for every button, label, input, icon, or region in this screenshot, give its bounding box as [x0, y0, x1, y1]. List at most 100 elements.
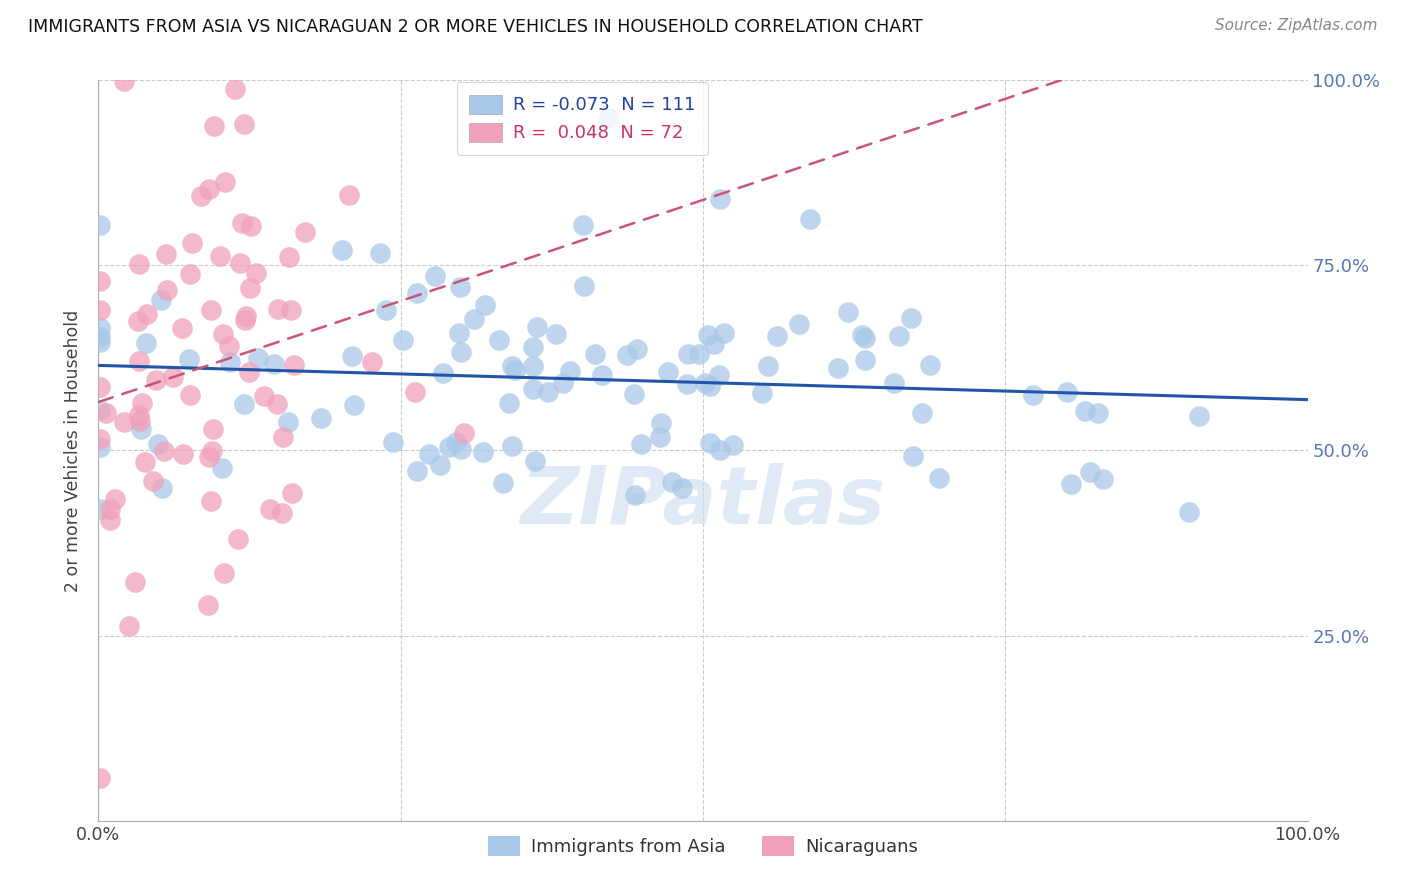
Legend: Immigrants from Asia, Nicaraguans: Immigrants from Asia, Nicaraguans — [481, 829, 925, 863]
Point — [901, 450, 924, 464]
Point — [596, 111, 619, 125]
Point — [89, 380, 111, 394]
Point — [382, 434, 405, 449]
Point — [267, 301, 290, 316]
Point — [498, 396, 520, 410]
Point — [128, 353, 150, 368]
Point — [713, 326, 735, 341]
Point — [501, 439, 523, 453]
Point — [787, 317, 810, 331]
Point — [253, 389, 276, 403]
Point — [219, 354, 242, 368]
Point — [703, 337, 725, 351]
Point — [145, 373, 167, 387]
Point — [626, 343, 648, 357]
Point — [522, 340, 544, 354]
Point — [488, 334, 510, 348]
Point — [89, 771, 111, 785]
Point — [1056, 384, 1078, 399]
Point — [179, 388, 201, 402]
Point — [229, 256, 252, 270]
Point — [463, 311, 485, 326]
Point — [214, 175, 236, 189]
Point — [1087, 406, 1109, 420]
Point — [294, 225, 316, 239]
Point — [524, 454, 547, 468]
Point — [572, 219, 595, 233]
Point — [1091, 473, 1114, 487]
Point — [693, 376, 716, 390]
Point — [501, 359, 523, 373]
Point — [112, 415, 135, 429]
Point — [671, 481, 693, 495]
Point — [1060, 477, 1083, 491]
Point — [522, 359, 544, 373]
Point — [887, 329, 910, 343]
Point — [1177, 505, 1199, 519]
Point — [392, 334, 415, 348]
Point — [135, 336, 157, 351]
Point — [911, 406, 934, 420]
Point — [418, 447, 440, 461]
Point — [678, 346, 700, 360]
Point — [280, 303, 302, 318]
Point — [449, 280, 471, 294]
Point — [526, 319, 548, 334]
Point — [266, 397, 288, 411]
Point — [177, 352, 200, 367]
Point — [453, 425, 475, 440]
Point — [198, 181, 221, 195]
Point — [558, 364, 581, 378]
Point — [920, 358, 942, 372]
Point — [699, 379, 721, 393]
Point — [238, 365, 260, 379]
Point — [756, 359, 779, 373]
Point — [202, 119, 225, 133]
Point — [233, 397, 256, 411]
Point — [118, 619, 141, 633]
Point — [240, 219, 263, 234]
Point — [827, 361, 849, 376]
Point — [89, 274, 111, 288]
Point — [624, 488, 647, 502]
Point — [616, 348, 638, 362]
Point — [179, 268, 201, 282]
Point — [211, 460, 233, 475]
Point — [503, 363, 526, 377]
Point — [339, 188, 361, 202]
Point — [751, 385, 773, 400]
Point — [332, 243, 354, 257]
Point — [709, 443, 731, 458]
Point — [271, 506, 294, 520]
Text: ZIPatlas: ZIPatlas — [520, 463, 886, 541]
Text: Source: ZipAtlas.com: Source: ZipAtlas.com — [1215, 18, 1378, 33]
Point — [583, 347, 606, 361]
Point — [127, 314, 149, 328]
Point — [128, 257, 150, 271]
Point — [162, 369, 184, 384]
Point — [432, 366, 454, 380]
Point — [423, 269, 446, 284]
Point — [218, 338, 240, 352]
Point — [190, 189, 212, 203]
Point — [233, 312, 256, 326]
Point — [429, 458, 451, 472]
Point — [94, 406, 117, 420]
Point — [450, 345, 472, 359]
Point — [281, 486, 304, 500]
Point — [200, 494, 222, 508]
Point — [851, 327, 873, 342]
Point — [283, 358, 305, 372]
Point — [406, 464, 429, 478]
Point — [657, 365, 679, 379]
Point — [89, 330, 111, 344]
Point — [368, 246, 391, 260]
Point — [89, 440, 111, 454]
Point — [104, 491, 127, 506]
Point — [89, 402, 111, 417]
Point — [1021, 388, 1043, 402]
Point — [181, 235, 204, 250]
Point — [150, 482, 173, 496]
Point — [404, 384, 426, 399]
Point — [688, 347, 710, 361]
